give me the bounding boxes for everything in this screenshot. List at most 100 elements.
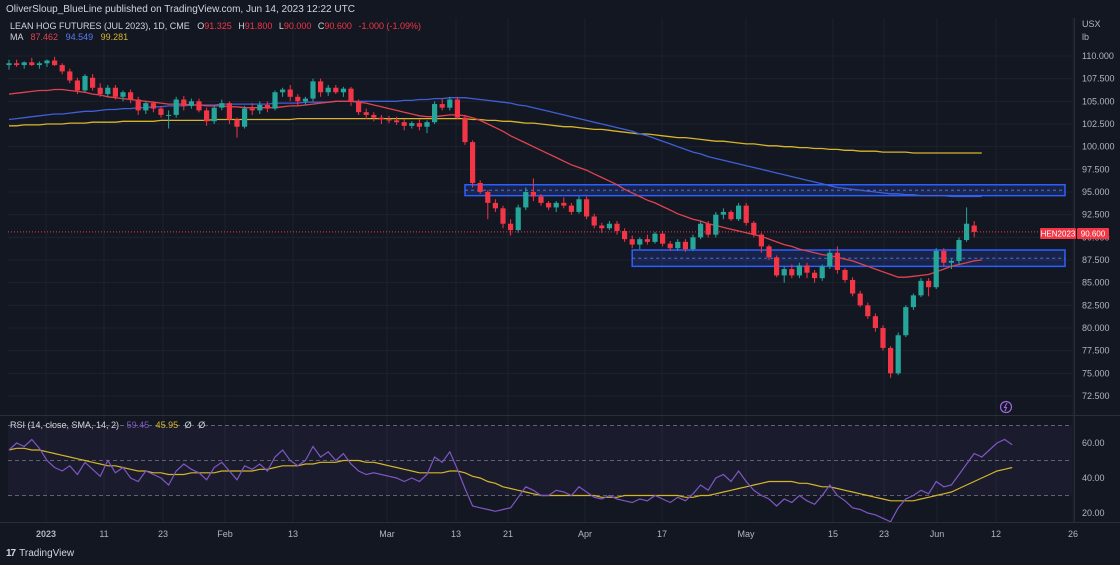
candle-body [378, 117, 384, 120]
legend-open: 91.325 [204, 21, 232, 31]
candle-body [591, 216, 597, 226]
candle-body [956, 240, 962, 261]
candle-body [614, 223, 620, 231]
price-tick-label: 75.000 [1082, 368, 1110, 378]
candle-body [295, 96, 301, 102]
candle-body [941, 250, 947, 263]
candle-body [325, 87, 331, 93]
legend-low: 90.000 [284, 21, 312, 31]
candle-body [758, 234, 764, 247]
candle-body [918, 280, 924, 296]
candle-body [302, 98, 308, 102]
time-tick-label: 21 [503, 529, 513, 539]
candle-body [432, 104, 438, 123]
price-tick-label: 100.000 [1082, 142, 1115, 152]
candle-body [910, 295, 916, 308]
price-tick-label: 97.500 [1082, 164, 1110, 174]
candle-body [530, 192, 536, 197]
candle-body [751, 222, 757, 235]
candle-body [234, 119, 240, 127]
ma-mid-line [8, 97, 982, 198]
candle-body [622, 230, 628, 240]
rsi-ma-value: 45.95 [156, 420, 179, 430]
candle-body [865, 305, 871, 317]
candle-body [470, 142, 476, 183]
candle-body [888, 347, 894, 374]
candle-body [880, 328, 886, 348]
candle-body [333, 87, 339, 93]
rsi-upper: Ø [185, 420, 192, 430]
time-tick-label: Jun [930, 529, 945, 539]
candle-body [895, 335, 901, 374]
time-tick-label: 15 [828, 529, 838, 539]
candle-body [508, 223, 514, 231]
unit-top: USX [1082, 19, 1101, 29]
legend-o-label: O [197, 21, 204, 31]
candle-body [386, 119, 392, 121]
candle-body [409, 123, 415, 126]
candlesticks [6, 56, 977, 378]
rsi-label: RSI (14, close, SMA, 14, 2) [10, 420, 119, 430]
legend-ma1: 87.462 [31, 32, 59, 42]
time-tick-label: 23 [158, 529, 168, 539]
candle-body [272, 92, 278, 109]
time-tick-label: May [737, 529, 755, 539]
candle-body [523, 192, 529, 208]
candle-body [249, 108, 255, 111]
candle-body [971, 225, 977, 232]
candle-body [44, 60, 50, 64]
candle-body [682, 241, 688, 250]
candle-body [21, 62, 27, 66]
time-tick-label: 17 [657, 529, 667, 539]
price-tick-label: 87.500 [1082, 255, 1110, 265]
candle-body [211, 107, 217, 122]
candle-body [74, 80, 80, 91]
legend-row: LEAN HOG FUTURES (JUL 2023), 1D, CME O91… [10, 21, 421, 42]
candle-body [340, 88, 346, 93]
candle-body [181, 99, 187, 106]
price-tick-label: 102.500 [1082, 119, 1115, 129]
moving-averages [8, 88, 982, 278]
candle-body [105, 87, 111, 95]
candle-body [371, 114, 377, 118]
candle-body [834, 252, 840, 270]
candle-body [348, 88, 354, 102]
candle-body [173, 99, 179, 115]
candle-body [568, 205, 574, 212]
candle-body [6, 63, 12, 66]
candle-body [143, 103, 149, 111]
candle-body [781, 269, 787, 276]
legend-h-label: H [238, 21, 245, 31]
candle-body [492, 202, 498, 209]
publisher-line: OliverSloup_BlueLine published on Tradin… [6, 4, 355, 15]
svg-text:RSI (14, close, SMA, 14, 2): RSI (14, close, SMA, 14, 2) 59.45 45.95 … [10, 420, 205, 430]
candle-body [401, 122, 407, 126]
candle-body [477, 182, 483, 192]
svg-text:LEAN HOG FUTURES (JUL 2023), 1: LEAN HOG FUTURES (JUL 2023), 1D, CME O91… [10, 21, 421, 31]
time-tick-label: 26 [1068, 529, 1078, 539]
candle-body [188, 101, 194, 106]
candle-body [462, 117, 468, 143]
candle-body [67, 71, 73, 81]
candle-body [128, 92, 134, 100]
candle-body [485, 192, 491, 203]
time-tick-label: Apr [578, 529, 592, 539]
brand[interactable]: 17 TradingView [6, 548, 74, 559]
candle-body [280, 89, 286, 93]
tradingview-logo-icon: 17 [6, 548, 16, 559]
svg-text:MA 87.462 94.549: MA 87.462 94.549 99.281 [10, 32, 128, 42]
flash-icon[interactable] [999, 400, 1013, 414]
candle-body [789, 269, 795, 276]
candle-body [36, 63, 42, 66]
candle-body [584, 199, 590, 217]
candle-body [356, 101, 362, 113]
legend-ma2: 94.549 [66, 32, 94, 42]
candle-body [637, 239, 643, 245]
candle-body [903, 307, 909, 336]
legend-change: -1.000 (-1.09%) [358, 21, 421, 31]
price-tick-label: 110.000 [1082, 51, 1114, 61]
candle-body [82, 75, 88, 91]
price-tick-label: 80.000 [1082, 323, 1110, 333]
rsi-ma-line [8, 447, 1013, 502]
rsi-line [8, 438, 1013, 523]
